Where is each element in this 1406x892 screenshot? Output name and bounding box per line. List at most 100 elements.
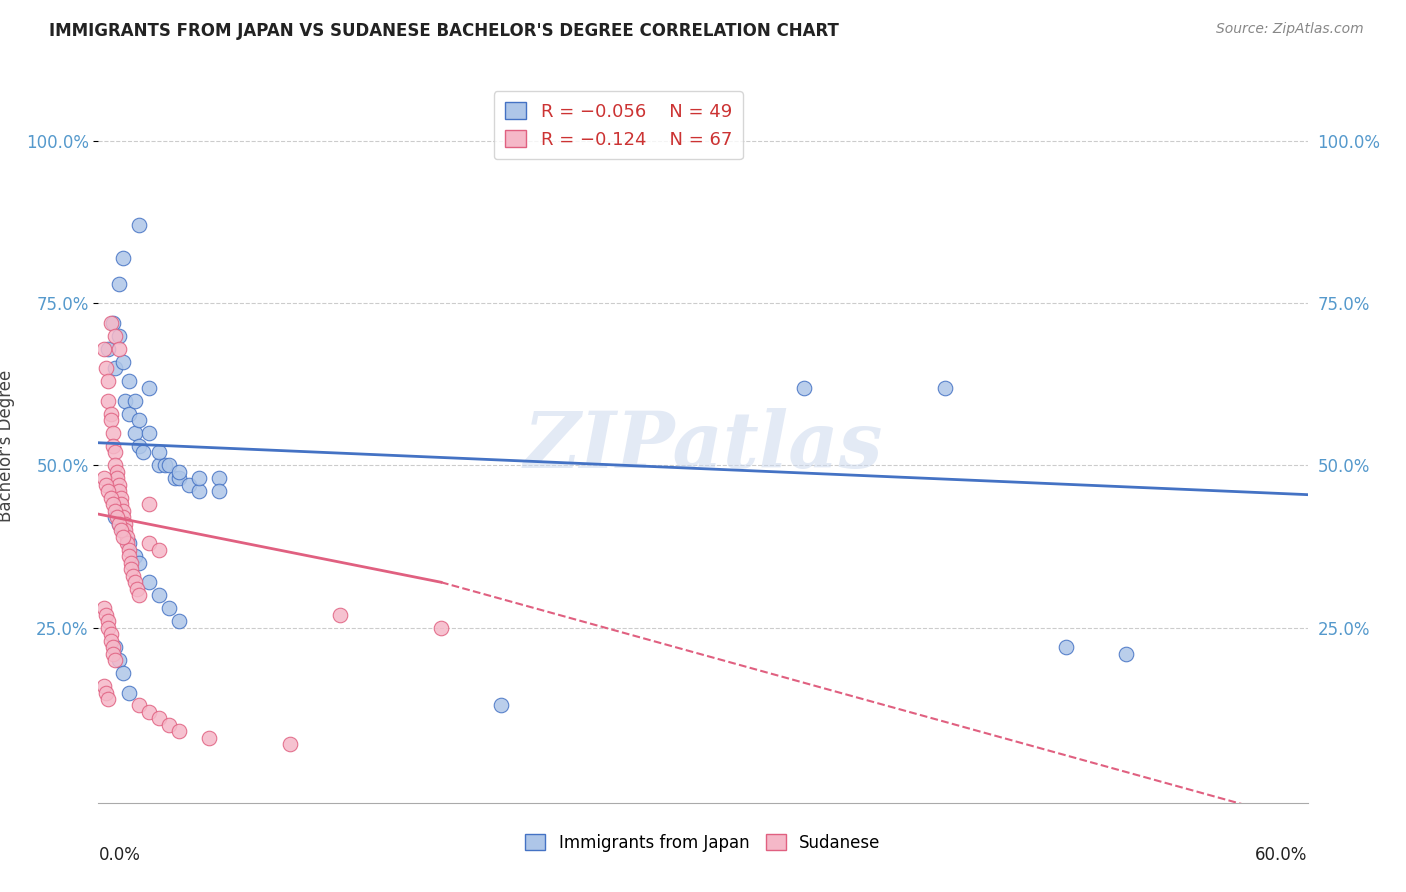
Point <box>110 497 132 511</box>
Point <box>100 491 122 505</box>
Point <box>105 510 128 524</box>
Point <box>118 536 141 550</box>
Point <box>128 439 150 453</box>
Point <box>103 653 125 667</box>
Point <box>107 342 129 356</box>
Point <box>124 575 146 590</box>
Point <box>118 685 141 699</box>
Point <box>138 497 160 511</box>
Point <box>96 685 118 699</box>
Point <box>188 471 211 485</box>
Text: IMMIGRANTS FROM JAPAN VS SUDANESE BACHELOR'S DEGREE CORRELATION CHART: IMMIGRANTS FROM JAPAN VS SUDANESE BACHEL… <box>49 22 839 40</box>
Point <box>107 516 129 531</box>
Point <box>208 471 231 485</box>
Point <box>93 679 115 693</box>
Point <box>111 666 134 681</box>
Point <box>97 614 120 628</box>
Point <box>101 647 124 661</box>
Point <box>121 568 143 582</box>
Point <box>118 407 141 421</box>
Point <box>138 575 160 590</box>
Point <box>93 471 115 485</box>
Point <box>128 219 150 233</box>
Point <box>793 381 815 395</box>
Point <box>97 393 120 408</box>
Point <box>124 393 146 408</box>
Point <box>125 582 148 596</box>
Point <box>103 328 125 343</box>
Text: ZIPatlas: ZIPatlas <box>523 408 883 484</box>
Point <box>101 640 124 654</box>
Point <box>103 640 125 654</box>
Point <box>1054 640 1077 654</box>
Point <box>103 361 125 376</box>
Point <box>148 542 170 557</box>
Point <box>103 510 125 524</box>
Point <box>107 516 129 531</box>
Point <box>128 588 150 602</box>
Point <box>100 407 122 421</box>
Point <box>107 478 129 492</box>
Point <box>128 556 150 570</box>
Text: Source: ZipAtlas.com: Source: ZipAtlas.com <box>1216 22 1364 37</box>
Point <box>163 471 186 485</box>
Point <box>934 381 956 395</box>
Point <box>120 562 142 576</box>
Point <box>120 556 142 570</box>
Point <box>128 413 150 427</box>
Point <box>93 601 115 615</box>
Text: 60.0%: 60.0% <box>1256 846 1308 863</box>
Point <box>110 524 132 538</box>
Point <box>96 361 118 376</box>
Point <box>124 549 146 564</box>
Point <box>101 425 124 440</box>
Point <box>111 510 134 524</box>
Point <box>105 471 128 485</box>
Point <box>97 484 120 499</box>
Point <box>111 504 134 518</box>
Point <box>148 588 170 602</box>
Point <box>278 738 301 752</box>
Point <box>97 374 120 388</box>
Point <box>100 413 122 427</box>
Point <box>329 607 352 622</box>
Point <box>107 328 129 343</box>
Point <box>132 445 155 459</box>
Point <box>97 692 120 706</box>
Point <box>96 478 118 492</box>
Point <box>118 542 141 557</box>
Point <box>111 524 134 538</box>
Point <box>105 465 128 479</box>
Point <box>153 458 176 473</box>
Point <box>430 621 453 635</box>
Point <box>115 536 138 550</box>
Legend: Immigrants from Japan, Sudanese: Immigrants from Japan, Sudanese <box>519 828 887 859</box>
Point <box>100 633 122 648</box>
Point <box>208 484 231 499</box>
Point <box>491 698 513 713</box>
Point <box>100 316 122 330</box>
Point <box>101 316 124 330</box>
Text: 0.0%: 0.0% <box>98 846 141 863</box>
Point <box>157 458 180 473</box>
Point <box>111 354 134 368</box>
Point <box>115 530 138 544</box>
Point <box>167 724 190 739</box>
Point <box>138 425 160 440</box>
Point <box>198 731 221 745</box>
Point <box>157 718 180 732</box>
Y-axis label: Bachelor's Degree: Bachelor's Degree <box>0 370 14 522</box>
Point <box>100 627 122 641</box>
Point <box>110 491 132 505</box>
Point <box>157 601 180 615</box>
Point <box>188 484 211 499</box>
Point <box>107 277 129 291</box>
Point <box>124 425 146 440</box>
Point <box>103 445 125 459</box>
Point <box>107 653 129 667</box>
Point <box>138 705 160 719</box>
Point <box>101 439 124 453</box>
Point <box>107 484 129 499</box>
Point <box>114 393 136 408</box>
Point <box>97 621 120 635</box>
